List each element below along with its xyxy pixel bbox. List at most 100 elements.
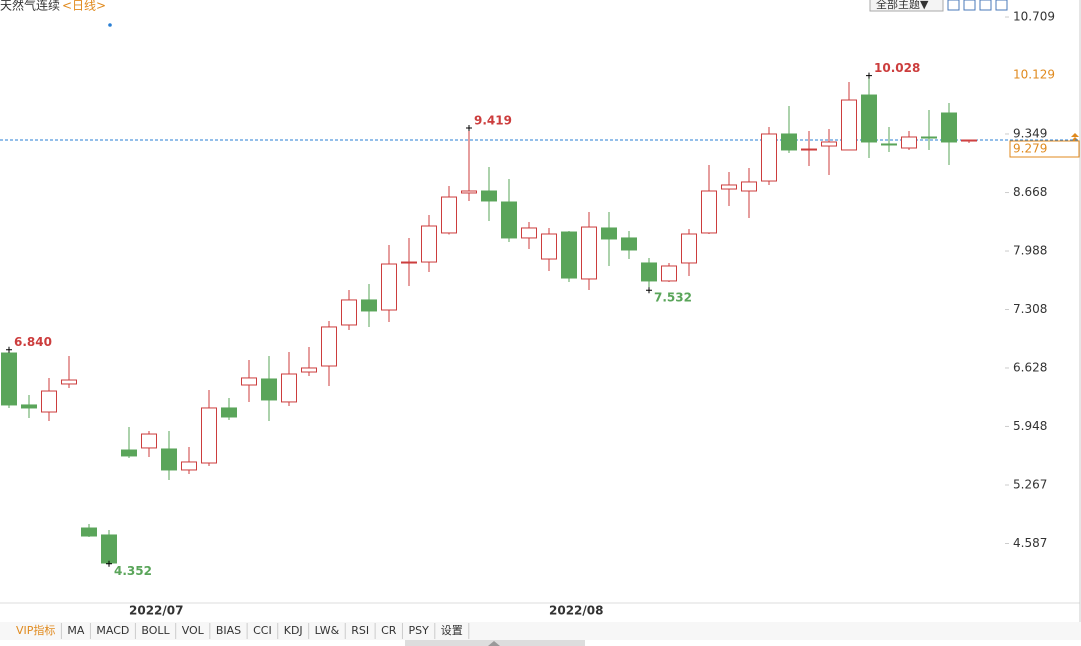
high-label: 6.840 (14, 335, 52, 349)
candle-body (721, 184, 737, 190)
high-label: 10.028 (874, 61, 920, 75)
x-tick-label: 2022/08 (549, 604, 603, 618)
last-price-box (1009, 140, 1080, 158)
candle-body (501, 201, 517, 239)
candle-body (941, 112, 957, 143)
candle-body (301, 367, 317, 373)
candle-body (901, 136, 917, 149)
candle-body (341, 299, 357, 326)
y-tick-label: 6.628 (1013, 360, 1047, 374)
icon[interactable] (979, 0, 992, 11)
candle-body (21, 404, 37, 409)
candle-body (41, 390, 57, 413)
icon[interactable] (995, 0, 1008, 11)
indicator-tab[interactable]: CR (381, 624, 397, 637)
candle-body (261, 378, 277, 401)
indicator-tab[interactable]: LW& (315, 624, 340, 637)
candle-body (121, 449, 137, 457)
candle-body (601, 227, 617, 240)
theme-button-label[interactable]: 全部主题▼ (876, 0, 929, 11)
candle-body (681, 233, 697, 264)
marker-price-label: 10.129 (1013, 67, 1055, 81)
candle-body (201, 407, 217, 464)
y-tick-label: 4.587 (1013, 536, 1047, 550)
candle-body (381, 263, 397, 311)
low-label: 7.532 (654, 291, 692, 305)
scroll-arrow (488, 641, 500, 646)
indicator-tab[interactable]: VOL (182, 624, 205, 637)
candle-body (801, 148, 817, 151)
candle-body (781, 133, 797, 151)
candle-body (401, 261, 417, 264)
high-marker (466, 124, 472, 131)
candle-body (701, 190, 717, 234)
candle-body (361, 299, 377, 312)
candle-body (1, 352, 17, 406)
high-label: 9.419 (474, 113, 512, 127)
candle-body (741, 181, 757, 192)
candle-body (841, 99, 857, 151)
indicator-tab[interactable]: PSY (408, 624, 429, 637)
candle-body (421, 225, 437, 263)
indicator-tab[interactable]: VIP指标 (16, 623, 55, 637)
y-tick-label: 7.988 (1013, 244, 1047, 258)
period-label: <日线> (62, 0, 106, 13)
price-arrow (1071, 133, 1079, 141)
indicator-tab[interactable]: 设置 (441, 624, 463, 637)
candle-body (561, 231, 577, 279)
candle-body (861, 94, 877, 143)
y-tick-label: 9.349 (1013, 126, 1047, 140)
candle-body (541, 233, 557, 260)
high-marker (6, 346, 12, 353)
low-marker (646, 287, 652, 294)
icon[interactable] (963, 0, 976, 11)
candle-body (221, 407, 237, 418)
candle-body (481, 190, 497, 202)
tab-bar (0, 622, 1081, 640)
candle-body (581, 226, 597, 280)
icon[interactable] (947, 0, 960, 11)
toolbar-icons[interactable] (947, 0, 1008, 11)
y-tick-label: 5.948 (1013, 419, 1047, 433)
chart-title: 天然气连续 (0, 0, 60, 13)
candle-body (441, 196, 457, 234)
marker-dot (108, 23, 112, 27)
indicator-tab[interactable]: MA (67, 624, 84, 637)
low-marker (106, 560, 112, 567)
candle-body (961, 139, 977, 142)
candle-body (141, 433, 157, 449)
candle-body (181, 461, 197, 471)
candle-body (61, 379, 77, 385)
high-marker (866, 72, 872, 79)
indicator-tab[interactable]: BIAS (216, 624, 241, 637)
candle-body (821, 141, 837, 147)
x-tick-label: 2022/07 (129, 604, 183, 618)
candle-body (521, 227, 537, 239)
candle-body (621, 237, 637, 251)
candle-body (641, 262, 657, 282)
y-tick-label: 8.668 (1013, 185, 1047, 199)
indicator-tab[interactable]: MACD (96, 624, 129, 637)
candle-body (461, 190, 477, 194)
candle-body (241, 377, 257, 386)
candle-body (281, 373, 297, 403)
y-tick-label: 5.267 (1013, 478, 1047, 492)
candle-body (161, 448, 177, 471)
candle-body (921, 136, 937, 139)
indicator-tab[interactable]: KDJ (284, 624, 303, 637)
candle-body (761, 133, 777, 182)
theme-button[interactable] (869, 0, 944, 12)
indicator-tab[interactable]: RSI (351, 624, 369, 637)
y-tick-label: 10.709 (1013, 10, 1055, 24)
candle-body (81, 527, 97, 537)
low-label: 4.352 (114, 564, 152, 578)
candle-body (321, 326, 337, 367)
candle-body (661, 265, 677, 282)
indicator-tab[interactable]: BOLL (141, 624, 170, 637)
y-tick-label: 7.308 (1013, 302, 1047, 316)
last-price-label: 9.279 (1013, 142, 1047, 156)
candle-body (101, 534, 117, 564)
indicator-tab[interactable]: CCI (253, 624, 272, 637)
